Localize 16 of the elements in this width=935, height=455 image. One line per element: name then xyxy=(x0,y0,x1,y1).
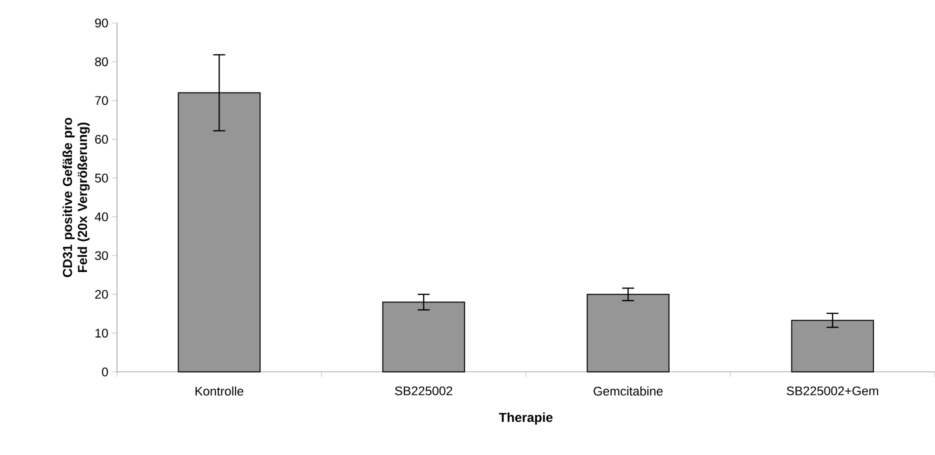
y-tick-label: 80 xyxy=(95,57,108,66)
y-tick-label: 60 xyxy=(95,134,108,144)
x-tick-label: Gemcitabine xyxy=(594,386,663,396)
y-tick-label: 10 xyxy=(96,328,108,338)
y-tick-label: 0 xyxy=(102,368,108,376)
x-tick-label: SB225002+Gem xyxy=(786,386,878,396)
y-axis-title: CD31 positive Gefäße pro Feld (20x Vergrößerung) xyxy=(62,118,90,278)
x-axis-title: Therapie xyxy=(498,412,553,425)
x-tick-label: SB225002 xyxy=(395,386,452,396)
y-tick-label: 30 xyxy=(95,251,108,260)
y-tick-label: 20 xyxy=(95,290,108,299)
y-tick-label: 90 xyxy=(95,18,108,28)
y-tick-label: 40 xyxy=(94,212,108,222)
x-tick-label: Kontrolle xyxy=(196,386,244,396)
y-tick-label: 70 xyxy=(95,96,108,106)
y-tick-label: 50 xyxy=(95,174,108,183)
